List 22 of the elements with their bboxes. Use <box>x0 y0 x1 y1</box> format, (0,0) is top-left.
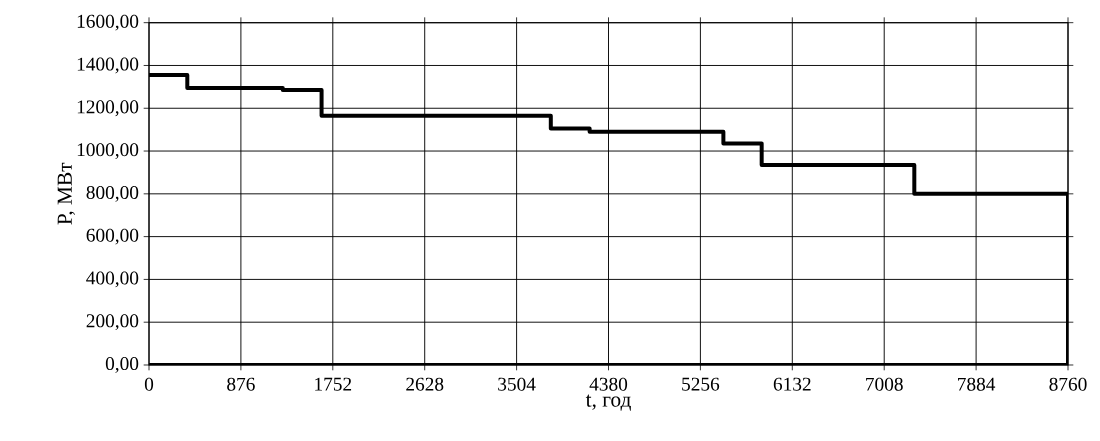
x-tick-label: 0 <box>144 377 154 391</box>
x-tick-label: 7008 <box>866 377 903 391</box>
x-tick-label: 4380 <box>589 377 628 391</box>
x-tick-label: 876 <box>227 377 255 391</box>
x-tick-label: 5256 <box>682 377 720 391</box>
y-tick-label: 800,00 <box>86 185 139 202</box>
y-tick-label: 1000,00 <box>77 143 139 159</box>
y-tick-label: 0,00 <box>105 357 139 373</box>
y-tick-label: 1400,00 <box>77 57 139 74</box>
x-tick-label: 6132 <box>773 377 811 391</box>
y-tick-label: 1200,00 <box>77 100 139 117</box>
y-tick-label: 400,00 <box>86 271 139 288</box>
x-tick-label: 1752 <box>315 377 352 391</box>
y-tick-label: 200,00 <box>86 314 139 331</box>
y-axis-title: P, МВт <box>57 162 75 225</box>
x-tick-label: 8760 <box>1049 377 1087 391</box>
y-tick-label: 1600,00 <box>77 14 139 31</box>
x-tick-label: 2628 <box>406 377 444 391</box>
x-tick-label: 7884 <box>958 377 996 391</box>
y-tick-label: 600,00 <box>86 228 139 245</box>
x-axis-title: t, год <box>585 394 631 411</box>
x-tick-label: 3504 <box>498 377 536 391</box>
